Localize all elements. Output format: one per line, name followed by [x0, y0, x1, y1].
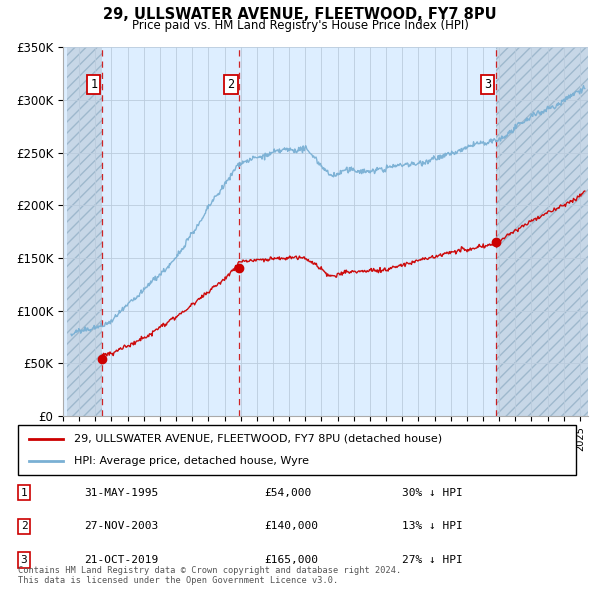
Text: £54,000: £54,000	[264, 488, 311, 497]
Text: 2: 2	[227, 77, 235, 91]
Text: Price paid vs. HM Land Registry's House Price Index (HPI): Price paid vs. HM Land Registry's House …	[131, 19, 469, 32]
Text: 31-MAY-1995: 31-MAY-1995	[84, 488, 158, 497]
Text: 1: 1	[90, 77, 97, 91]
Text: Contains HM Land Registry data © Crown copyright and database right 2024.
This d: Contains HM Land Registry data © Crown c…	[18, 566, 401, 585]
Text: £165,000: £165,000	[264, 555, 318, 565]
Text: 3: 3	[484, 77, 491, 91]
Text: 1: 1	[20, 488, 28, 497]
Text: 29, ULLSWATER AVENUE, FLEETWOOD, FY7 8PU (detached house): 29, ULLSWATER AVENUE, FLEETWOOD, FY7 8PU…	[74, 434, 442, 444]
Text: 29, ULLSWATER AVENUE, FLEETWOOD, FY7 8PU: 29, ULLSWATER AVENUE, FLEETWOOD, FY7 8PU	[103, 7, 497, 22]
Text: 2: 2	[20, 522, 28, 531]
Text: HPI: Average price, detached house, Wyre: HPI: Average price, detached house, Wyre	[74, 456, 309, 466]
Text: 30% ↓ HPI: 30% ↓ HPI	[402, 488, 463, 497]
Text: 27% ↓ HPI: 27% ↓ HPI	[402, 555, 463, 565]
Text: 27-NOV-2003: 27-NOV-2003	[84, 522, 158, 531]
Text: 21-OCT-2019: 21-OCT-2019	[84, 555, 158, 565]
Bar	[67, 47, 102, 416]
Text: 3: 3	[20, 555, 28, 565]
Text: 13% ↓ HPI: 13% ↓ HPI	[402, 522, 463, 531]
Bar	[496, 47, 588, 416]
Text: £140,000: £140,000	[264, 522, 318, 531]
